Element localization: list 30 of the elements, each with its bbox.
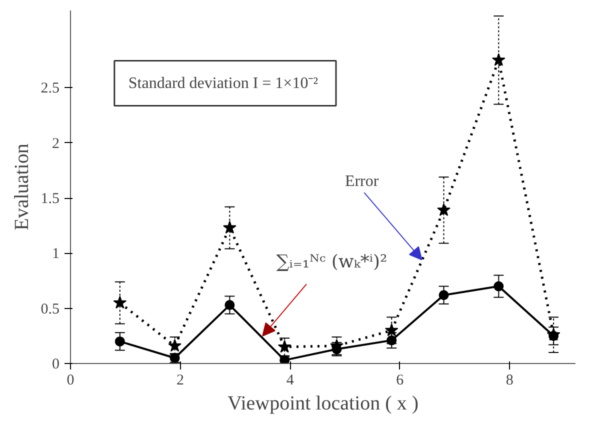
x-tick-label: 6 — [396, 372, 404, 388]
point — [492, 53, 506, 66]
point — [224, 300, 235, 310]
annotation: ∑ᵢ₌₁ᴺᶜ (wₖ*ⁱ)² — [276, 252, 388, 273]
point — [278, 340, 292, 353]
x-tick-label: 8 — [506, 372, 514, 388]
point — [113, 296, 127, 309]
x-tick-label: 4 — [286, 372, 294, 388]
y-tick-label: 2.5 — [40, 80, 60, 97]
point — [223, 220, 236, 234]
point — [384, 323, 398, 336]
point — [437, 203, 450, 216]
point — [280, 355, 290, 364]
annotation: Error — [344, 172, 380, 190]
annotation: Standard deviation I = 1×10⁻² — [128, 74, 318, 92]
y-tick-label: 1.5 — [40, 191, 60, 208]
point — [546, 328, 560, 341]
point — [168, 338, 182, 352]
y-axis-title: Evaluation — [10, 144, 33, 230]
y-tick-label: 0.5 — [40, 301, 60, 318]
x-tick-label: 0 — [66, 372, 74, 388]
y-tick-label: 2 — [52, 136, 60, 152]
point — [386, 335, 397, 346]
y-tick-label: 1 — [52, 246, 60, 262]
point — [114, 336, 125, 346]
x-axis-title: Viewpoint location ( x ) — [228, 392, 418, 414]
y-tick-label: 0 — [52, 356, 60, 372]
x-tick-label: 2 — [176, 372, 184, 388]
point — [494, 281, 504, 292]
point — [438, 290, 449, 300]
